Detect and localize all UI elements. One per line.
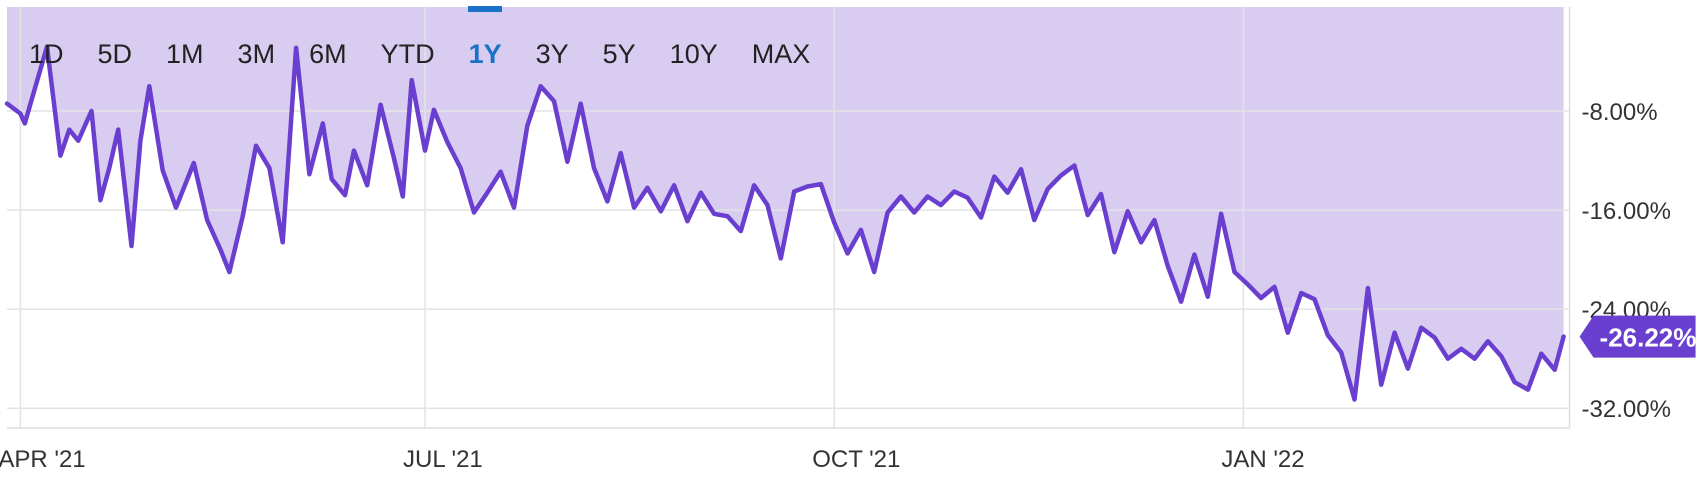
y-tick-label: -32.00% [1582,396,1671,423]
x-axis: APR '21 JUL '21 OCT '21 JAN '22 [0,446,1305,473]
last-value-badge [1579,315,1696,358]
plot-area [7,7,1564,400]
range-selector: 1D 5D 1M 3M 6M YTD 1Y 3Y 5Y 10Y MAX [12,34,827,74]
last-value-text: -26.22% [1600,323,1697,353]
y-axis: -8.00%-16.00%-24.00%-32.00% [1582,99,1671,423]
x-tick-label: JAN '22 [1221,446,1304,473]
series-line-layer [4,44,1566,402]
last-value-label: -26.22% [1579,315,1697,358]
range-button-ytd[interactable]: YTD [380,39,435,69]
range-button-max[interactable]: MAX [751,39,811,69]
x-tick-label: JUL '21 [403,446,483,473]
range-button-1y[interactable]: 1Y [452,34,519,74]
x-tick-label: OCT '21 [812,446,900,473]
range-button-10y[interactable]: 10Y [669,39,718,69]
range-button-6m[interactable]: 6M [309,39,347,69]
y-tick-label: -8.00% [1582,99,1658,126]
range-button-5y[interactable]: 5Y [602,39,636,69]
range-button-1m[interactable]: 1M [166,39,204,69]
range-button-5d[interactable]: 5D [97,39,133,69]
range-button-3y[interactable]: 3Y [535,39,569,69]
series-line [4,44,1566,402]
series-area [7,7,1564,400]
range-button-3m[interactable]: 3M [237,39,276,69]
grid [7,7,1571,429]
range-button-1d[interactable]: 1D [29,39,64,69]
y-tick-label: -16.00% [1582,198,1671,225]
x-tick-label: APR '21 [0,446,86,473]
